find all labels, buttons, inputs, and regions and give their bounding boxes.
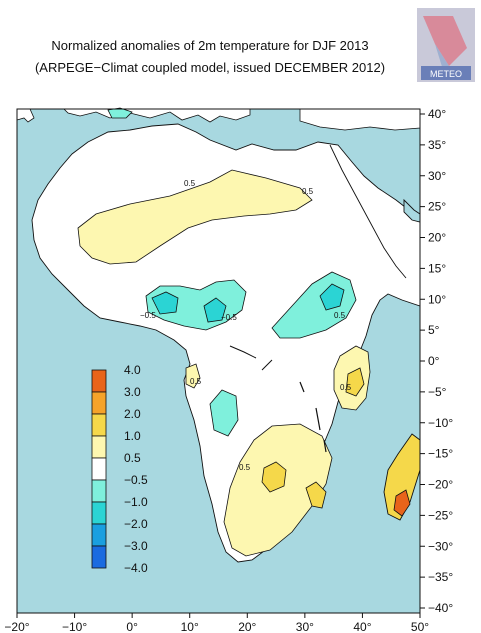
map-subtitle: (ARPEGE−Climat coupled model, issued DEC… xyxy=(34,60,386,75)
contour-label: 0.5 xyxy=(239,463,251,472)
cool-anomaly-congo xyxy=(209,389,239,437)
latitude-tick-label: 0° xyxy=(428,354,440,368)
colorbar-label: −4.0 xyxy=(124,561,148,575)
latitude-tick-label: −25° xyxy=(428,508,453,522)
madagascar-core xyxy=(393,489,411,517)
latitude-tick-label: 40° xyxy=(428,107,446,121)
latitude-tick-label: 35° xyxy=(428,138,446,152)
longitude-tick-label: −10° xyxy=(62,620,87,633)
colorbar-label: −1.0 xyxy=(124,495,148,509)
latitude-tick-label: 15° xyxy=(428,261,446,275)
warm-anomaly-south-core xyxy=(261,461,287,493)
red-sea-coast xyxy=(329,144,407,279)
latitude-tick-label: 30° xyxy=(428,169,446,183)
warm-anomaly-south-africa xyxy=(223,423,333,557)
latitude-tick-label: 20° xyxy=(428,231,446,245)
colorbar-swatch xyxy=(91,435,107,459)
latitude-tick-label: −5° xyxy=(428,385,447,399)
lake-victoria xyxy=(299,381,327,453)
latitude-tick-label: −15° xyxy=(428,447,453,461)
latitude-tick-label: 10° xyxy=(428,292,446,306)
longitude-tick-label: 40° xyxy=(353,620,371,633)
colorbar-label: −0.5 xyxy=(124,473,148,487)
colorbar-label: 4.0 xyxy=(124,363,141,377)
latitude-tick-label: 25° xyxy=(428,200,446,214)
latitude-tick-label: −35° xyxy=(428,570,453,584)
latitude-axis: 40° 35° 30° 25° 20° 15° 10° 5° 0° −5° −10° −15° −20°… xyxy=(420,107,453,615)
contour-label: −0.5 xyxy=(140,311,156,320)
colorbar: 4.0 3.0 2.0 1.0 0.5 −0.5 −1.0 −2.0 −3.0 −4.0 xyxy=(91,363,148,575)
colorbar-swatch xyxy=(91,391,107,415)
longitude-tick-label: −20° xyxy=(4,620,29,633)
latitude-tick-label: −40° xyxy=(428,601,453,615)
colorbar-swatch xyxy=(91,501,107,525)
colorbar-swatch xyxy=(91,413,107,437)
contour-label: −0.5 xyxy=(221,313,237,322)
map-title: Normalized anomalies of 2m temperature f… xyxy=(51,38,369,53)
longitude-tick-label: 0° xyxy=(126,620,138,633)
colorbar-label: −3.0 xyxy=(124,539,148,553)
colorbar-label: 2.0 xyxy=(124,407,141,421)
river-congo xyxy=(229,345,273,371)
longitude-tick-label: 30° xyxy=(296,620,314,633)
colorbar-swatch xyxy=(91,523,107,547)
cool-core-ethiopia xyxy=(319,283,345,311)
contour-label: 0.5 xyxy=(302,187,314,196)
colorbar-swatch xyxy=(91,369,107,393)
warm-anomaly-west-coast xyxy=(185,363,201,389)
colorbar-label: 0.5 xyxy=(124,451,141,465)
longitude-tick-label: 50° xyxy=(411,620,429,633)
colorbar-swatch xyxy=(91,479,107,503)
cool-core-nigeria xyxy=(203,297,227,323)
cool-core-ghana xyxy=(151,291,179,315)
colorbar-label: 1.0 xyxy=(124,429,141,443)
latitude-tick-label: −10° xyxy=(428,416,453,430)
colorbar-swatch xyxy=(91,457,107,481)
contour-label: 0.5 xyxy=(190,377,202,386)
colorbar-swatch xyxy=(91,545,107,569)
longitude-tick-label: 20° xyxy=(238,620,256,633)
colorbar-label: −2.0 xyxy=(124,517,148,531)
colorbar-label: 3.0 xyxy=(124,385,141,399)
warm-anomaly-kenya-core xyxy=(345,367,365,397)
warm-anomaly-mozambique xyxy=(305,481,327,509)
longitude-axis: −20° −10° 0° 10° 20° 30° 40° 50° xyxy=(4,613,429,633)
latitude-tick-label: 5° xyxy=(428,323,440,337)
latitude-tick-label: −30° xyxy=(428,539,453,553)
meteo-logo: METEO xyxy=(417,8,475,82)
warm-anomaly-sahara xyxy=(77,169,313,265)
contour-label: 0.5 xyxy=(184,179,196,188)
contour-label: 0.5 xyxy=(334,311,346,320)
contour-label: 0.5 xyxy=(340,383,352,392)
logo-text: METEO xyxy=(430,69,462,79)
cool-anomaly-morocco xyxy=(107,107,133,119)
latitude-tick-label: −20° xyxy=(428,478,453,492)
longitude-tick-label: 10° xyxy=(181,620,199,633)
